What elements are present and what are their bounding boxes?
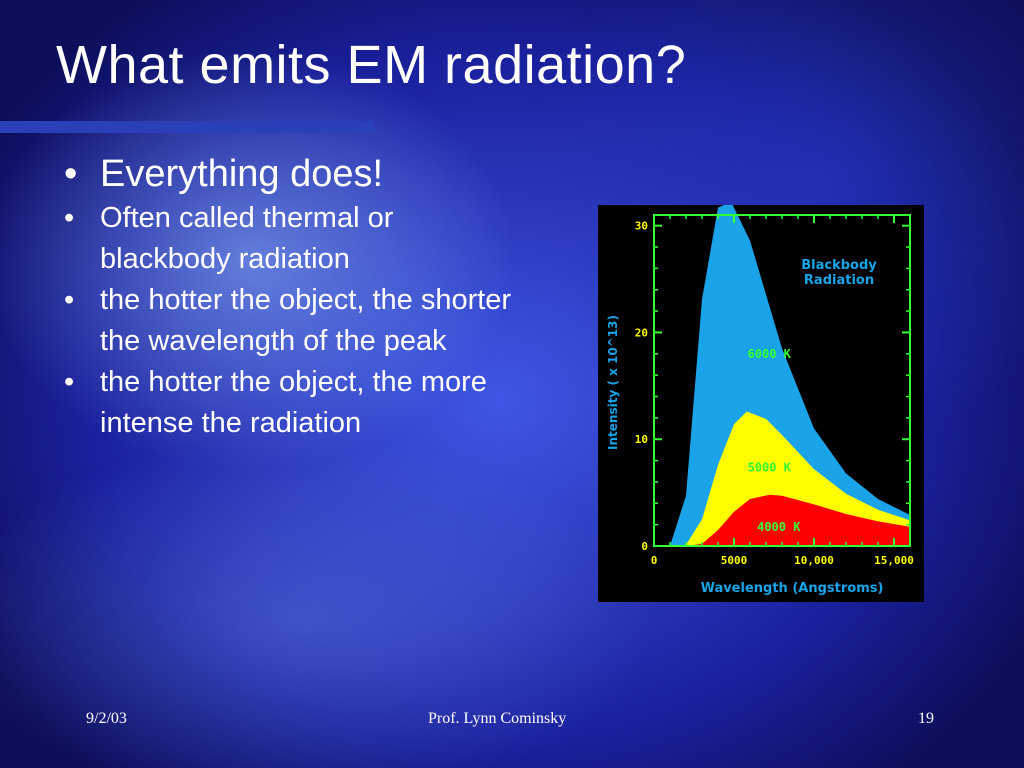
bullet-item: • Often called thermal or blackbody radi… [58,198,528,280]
y-tick-label: 30 [635,220,648,233]
chart-title-line: Radiation [804,273,874,288]
chart-title-line: Blackbody [801,258,877,273]
bullet-text: the hotter the object, the shorter the w… [100,284,512,357]
y-tick-label: 0 [641,540,648,553]
title-underline [0,121,374,133]
x-tick-label: 15,000 [874,554,914,567]
bullet-dot: • [64,284,75,316]
bullet-dot: • [64,153,78,195]
bullet-dot: • [64,366,75,398]
series-label: 4000 K [757,520,801,534]
x-tick-label: 0 [651,554,658,567]
bullet-item: • Everything does! [58,150,528,198]
bullet-item: • the hotter the object, the more intens… [58,362,528,444]
x-axis-label: Wavelength (Angstroms) [701,581,884,596]
chart-svg: 0 10 20 30 0 5000 10,000 15,000 Wavelength (Angs… [606,205,914,596]
bullet-text: the hotter the object, the more intense … [100,366,487,439]
footer-author: Prof. Lynn Cominsky [428,710,567,727]
series-label: 6000 K [748,347,792,361]
bullet-list: • Everything does! • Often called therma… [58,150,528,444]
x-tick-label: 10,000 [794,554,834,567]
bullet-text: Everything does! [100,153,384,195]
bullet-item: • the hotter the object, the shorter the… [58,280,528,362]
blackbody-chart: 0 10 20 30 0 5000 10,000 15,000 Wavelength (Angs… [598,205,924,602]
slide-title: What emits EM radiation? [56,35,687,95]
y-axis-label: Intensity ( x 10^13) [606,315,620,450]
footer-date: 9/2/03 [86,710,127,727]
series-area-5000-k [670,411,910,546]
y-tick-label: 10 [635,433,648,446]
bullet-text: Often called thermal or blackbody radiat… [100,202,394,275]
x-tick-label: 5000 [721,554,748,567]
series-area-4000-k [686,494,910,546]
series-label: 5000 K [748,460,792,474]
bullet-dot: • [64,202,75,234]
footer-page-number: 19 [918,710,934,727]
y-tick-label: 20 [635,326,648,339]
